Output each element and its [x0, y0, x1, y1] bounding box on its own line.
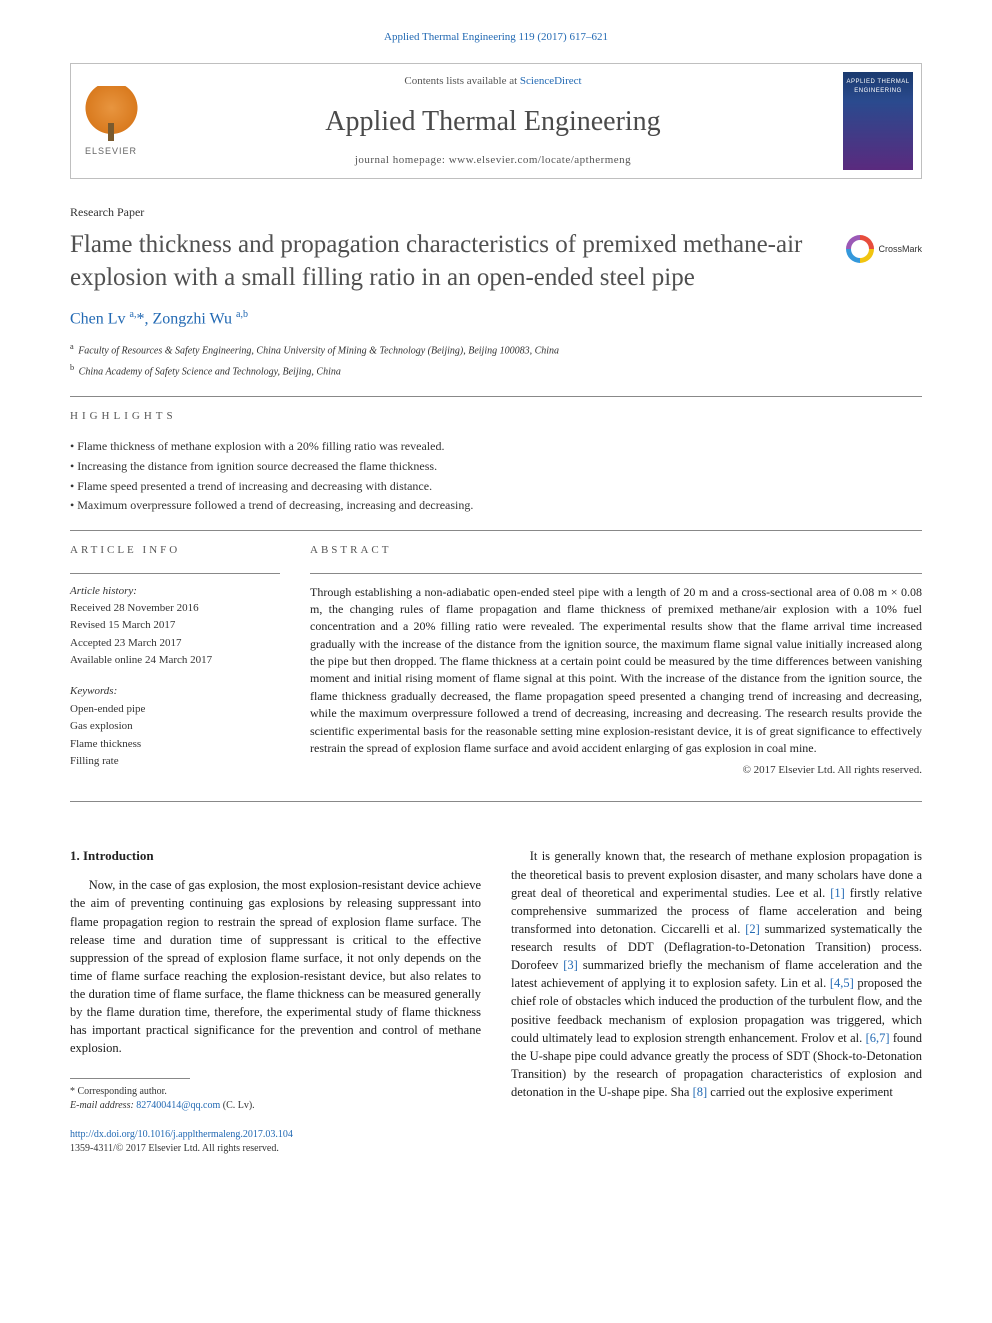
email-link[interactable]: 827400414@qq.com — [136, 1100, 220, 1111]
ref-link[interactable]: [8] — [693, 1085, 708, 1099]
ref-link[interactable]: [4,5] — [830, 976, 854, 990]
ref-link[interactable]: [6,7] — [866, 1031, 890, 1045]
affiliation: a Faculty of Resources & Safety Engineer… — [70, 341, 922, 358]
email-footnote: E-mail address: 827400414@qq.com (C. Lv)… — [70, 1099, 481, 1114]
section-title: Introduction — [83, 848, 154, 863]
crossmark-icon — [846, 235, 874, 263]
section-number: 1. — [70, 848, 80, 863]
journal-name: Applied Thermal Engineering — [151, 102, 835, 141]
rule — [70, 396, 922, 397]
crossmark-label: CrossMark — [878, 243, 922, 256]
cover-title: APPLIED THERMAL ENGINEERING — [843, 72, 913, 101]
history-line: Revised 15 March 2017 — [70, 618, 280, 633]
rule — [70, 573, 280, 574]
rule — [310, 573, 922, 574]
issn-copyright: 1359-4311/© 2017 Elsevier Ltd. All right… — [70, 1142, 922, 1156]
email-name: (C. Lv). — [223, 1100, 255, 1111]
ref-link[interactable]: [1] — [830, 886, 845, 900]
authors: Chen Lv a,*, Zongzhi Wu a,b — [70, 308, 922, 331]
affiliation: b China Academy of Safety Science and Te… — [70, 362, 922, 379]
email-label: E-mail address: — [70, 1100, 134, 1111]
homepage-line: journal homepage: www.elsevier.com/locat… — [151, 153, 835, 168]
homepage-prefix: journal homepage: — [355, 154, 449, 166]
keyword: Open-ended pipe — [70, 702, 280, 717]
history-line: Received 28 November 2016 — [70, 601, 280, 616]
abstract-text: Through establishing a non-adiabatic ope… — [310, 584, 922, 758]
elsevier-tree-icon — [84, 86, 139, 141]
page-footer: http://dx.doi.org/10.1016/j.applthermale… — [70, 1128, 922, 1156]
body-paragraph: It is generally known that, the research… — [511, 847, 922, 1101]
citation-line: Applied Thermal Engineering 119 (2017) 6… — [70, 30, 922, 45]
abstract-heading: ABSTRACT — [310, 543, 922, 558]
body-column-left: 1. Introduction Now, in the case of gas … — [70, 847, 481, 1113]
highlight-item: Maximum overpressure followed a trend of… — [70, 497, 922, 514]
doi-link[interactable]: http://dx.doi.org/10.1016/j.applthermale… — [70, 1128, 922, 1142]
rule — [70, 801, 922, 802]
article-type: Research Paper — [70, 204, 922, 221]
keywords-label: Keywords: — [70, 684, 280, 699]
highlight-item: Flame speed presented a trend of increas… — [70, 478, 922, 495]
highlights-list: Flame thickness of methane explosion wit… — [70, 438, 922, 514]
highlight-item: Increasing the distance from ignition so… — [70, 458, 922, 475]
journal-header-box: ELSEVIER Contents lists available at Sci… — [70, 63, 922, 179]
ref-link[interactable]: [2] — [745, 922, 760, 936]
history-line: Accepted 23 March 2017 — [70, 636, 280, 651]
article-info-heading: ARTICLE INFO — [70, 543, 280, 558]
elsevier-logo: ELSEVIER — [71, 64, 151, 178]
elsevier-label: ELSEVIER — [85, 145, 137, 158]
homepage-url[interactable]: www.elsevier.com/locate/apthermeng — [449, 154, 631, 166]
abstract-copyright: © 2017 Elsevier Ltd. All rights reserved… — [310, 763, 922, 778]
body-columns: 1. Introduction Now, in the case of gas … — [70, 847, 922, 1113]
journal-cover-thumbnail: APPLIED THERMAL ENGINEERING — [843, 72, 913, 170]
rule — [70, 530, 922, 531]
section-heading: 1. Introduction — [70, 847, 481, 866]
keyword: Filling rate — [70, 754, 280, 769]
highlight-item: Flame thickness of methane explosion wit… — [70, 438, 922, 455]
abstract-column: ABSTRACT Through establishing a non-adia… — [310, 543, 922, 785]
body-column-right: It is generally known that, the research… — [511, 847, 922, 1113]
crossmark-badge[interactable]: CrossMark — [846, 235, 922, 263]
history-label: Article history: — [70, 584, 280, 599]
highlights-heading: HIGHLIGHTS — [70, 409, 922, 424]
history-line: Available online 24 March 2017 — [70, 653, 280, 668]
sciencedirect-link[interactable]: ScienceDirect — [520, 75, 582, 87]
keyword: Gas explosion — [70, 719, 280, 734]
footnote-rule — [70, 1078, 190, 1079]
corresponding-author-note: * Corresponding author. — [70, 1085, 481, 1100]
keyword: Flame thickness — [70, 737, 280, 752]
body-paragraph: Now, in the case of gas explosion, the m… — [70, 876, 481, 1057]
ref-link[interactable]: [3] — [563, 958, 578, 972]
header-center: Contents lists available at ScienceDirec… — [151, 64, 835, 178]
article-title: Flame thickness and propagation characte… — [70, 229, 846, 294]
contents-line: Contents lists available at ScienceDirec… — [151, 74, 835, 89]
article-info-column: ARTICLE INFO Article history: Received 2… — [70, 543, 280, 785]
contents-prefix: Contents lists available at — [404, 75, 519, 87]
